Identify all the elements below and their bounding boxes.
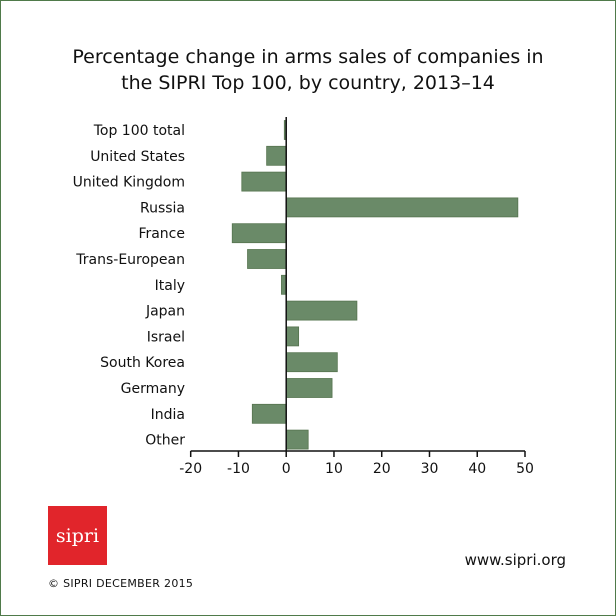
category-label: Other	[145, 433, 185, 449]
bar	[231, 223, 287, 244]
category-label: India	[151, 407, 185, 423]
x-tick-label: -10	[227, 461, 250, 477]
category-label: Japan	[145, 304, 185, 320]
category-label: France	[138, 226, 185, 242]
category-label: United Kingdom	[73, 175, 185, 191]
copyright: © SIPRI DECEMBER 2015	[48, 577, 194, 590]
chart-title: Percentage change in arms sales of compa…	[0, 44, 616, 96]
category-label: Israel	[147, 329, 185, 345]
x-tick-label: 40	[468, 461, 486, 477]
category-label: Italy	[155, 278, 185, 294]
bar	[285, 326, 300, 347]
category-label: Russia	[140, 200, 185, 216]
bar	[285, 429, 309, 450]
bar	[241, 171, 287, 192]
x-tick-label: 50	[516, 461, 534, 477]
category-label: Germany	[121, 381, 185, 397]
bar	[285, 378, 333, 398]
bar	[251, 403, 287, 424]
title-line-1: Percentage change in arms sales of compa…	[72, 46, 544, 68]
bar	[266, 145, 287, 166]
bar	[285, 197, 519, 218]
bar	[285, 300, 358, 321]
sipri-logo: sipri	[48, 506, 107, 565]
logo-text: sipri	[55, 524, 100, 547]
category-label: Trans-European	[75, 252, 185, 268]
title-line-2: the SIPRI Top 100, by country, 2013–14	[121, 72, 495, 94]
x-tick-label: 0	[282, 461, 291, 477]
x-tick-label: -20	[179, 461, 202, 477]
x-tick-label: 30	[421, 461, 439, 477]
category-label: South Korea	[100, 355, 185, 371]
website-url[interactable]: www.sipri.org	[464, 551, 566, 569]
category-label: United States	[90, 149, 185, 165]
bar	[247, 249, 287, 269]
bar	[285, 352, 338, 373]
x-tick-label: 20	[373, 461, 391, 477]
x-tick-label: 10	[325, 461, 343, 477]
category-label: Top 100 total	[93, 123, 185, 139]
